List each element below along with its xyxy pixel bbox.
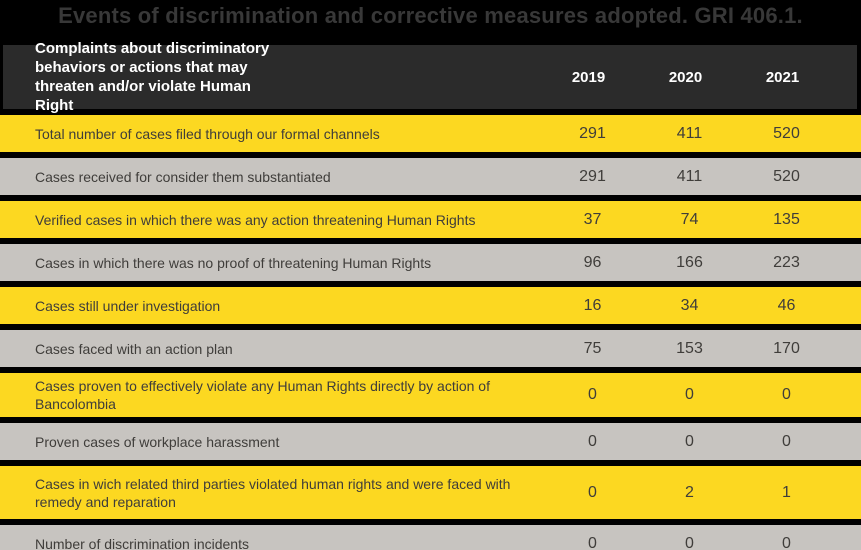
table-row: Cases faced with an action plan 75 153 1… <box>0 330 861 367</box>
row-value-2019: 96 <box>583 253 602 271</box>
row-value-2021: 170 <box>773 339 800 357</box>
row-label: Cases in wich related third parties viol… <box>35 475 511 510</box>
row-value-2020: 411 <box>676 124 703 142</box>
row-value-2020: 0 <box>685 432 694 450</box>
row-value-2019: 291 <box>579 167 606 185</box>
row-value-2020: 166 <box>676 253 703 271</box>
row-value-2021: 520 <box>773 124 800 142</box>
table-row: Proven cases of workplace harassment 0 0… <box>0 423 861 460</box>
row-value-2021: 520 <box>773 167 800 185</box>
table-row: Total number of cases filed through our … <box>0 115 861 152</box>
row-value-2019: 291 <box>579 124 606 142</box>
row-value-2019: 37 <box>583 210 602 228</box>
table-row: Cases proven to effectively violate any … <box>0 373 861 417</box>
row-label: Total number of cases filed through our … <box>35 125 380 142</box>
table-row: Cases still under investigation 16 34 46 <box>0 287 861 324</box>
row-label: Cases in which there was no proof of thr… <box>35 254 432 271</box>
row-value-2021: 0 <box>782 534 791 550</box>
row-label: Cases proven to effectively violate any … <box>35 378 490 412</box>
table-row: Cases received for consider them substan… <box>0 158 861 195</box>
row-label: Number of discrimination incidents <box>35 535 249 550</box>
row-value-2020: 153 <box>676 339 703 357</box>
row-value-2021: 135 <box>773 210 800 228</box>
row-value-2021: 0 <box>782 386 791 403</box>
title-bar: Events of discrimination and corrective … <box>0 0 861 45</box>
table-header: Complaints about discriminatory behavior… <box>3 40 857 114</box>
row-value-2019: 75 <box>583 339 602 357</box>
row-value-2019: 0 <box>588 534 597 550</box>
page-title: Events of discrimination and corrective … <box>58 3 803 28</box>
table-row: Cases in wich related third parties viol… <box>0 466 861 519</box>
row-label: Proven cases of workplace harassment <box>35 433 280 450</box>
row-label: Cases still under investigation <box>35 297 221 314</box>
row-label: Cases received for consider them substan… <box>35 168 331 185</box>
row-value-2019: 16 <box>583 296 602 314</box>
table-row: Cases in which there was no proof of thr… <box>0 244 861 281</box>
row-value-2021: 0 <box>782 432 791 450</box>
row-value-2020: 411 <box>676 167 703 185</box>
row-value-2019: 0 <box>588 483 597 501</box>
row-value-2019: 0 <box>588 386 597 403</box>
row-value-2021: 1 <box>782 483 791 501</box>
row-label: Cases faced with an action plan <box>35 340 233 357</box>
table-row: Number of discrimination incidents 0 0 0 <box>0 525 861 550</box>
row-value-2021: 223 <box>773 253 800 271</box>
row-value-2020: 2 <box>685 483 694 501</box>
row-value-2020: 0 <box>685 386 694 403</box>
column-header-2021: 2021 <box>765 68 800 86</box>
column-header-2020: 2020 <box>668 68 703 86</box>
row-value-2020: 0 <box>685 534 694 550</box>
row-value-2020: 34 <box>680 296 699 314</box>
table-body: Total number of cases filed through our … <box>0 115 861 550</box>
row-value-2021: 46 <box>777 296 796 314</box>
column-header-2019: 2019 <box>571 68 606 86</box>
table-row: Verified cases in which there was any ac… <box>0 201 861 238</box>
header-label: Complaints about discriminatory behavior… <box>35 40 270 114</box>
row-label: Verified cases in which there was any ac… <box>35 211 476 228</box>
row-value-2020: 74 <box>680 210 699 228</box>
row-value-2019: 0 <box>588 432 597 450</box>
